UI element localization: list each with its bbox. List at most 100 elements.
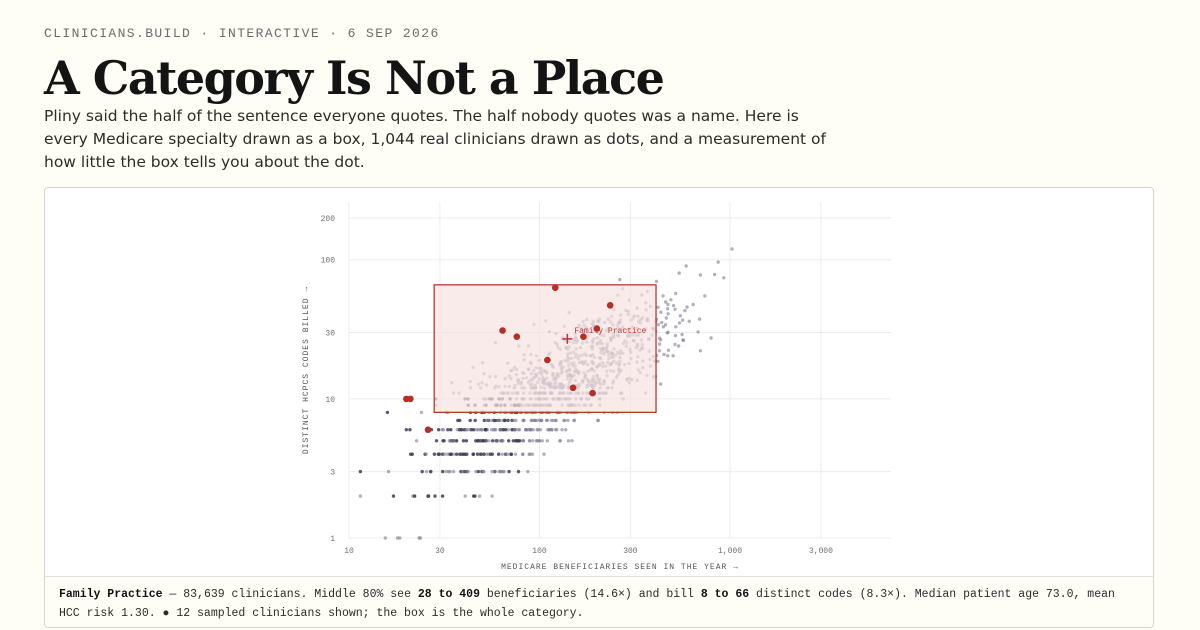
clinician-dot [666,354,670,358]
sampled-clinician-dot[interactable] [513,333,521,340]
clinician-dot [448,452,453,456]
clinician-dot [566,418,570,423]
clinician-dot [417,536,421,540]
sampled-clinician-dot[interactable] [580,333,587,340]
clinician-dot [703,294,707,298]
clinician-dot [383,536,387,540]
clinician-dot [463,494,467,498]
clinician-dot [666,312,670,316]
clinician-dot [426,494,431,498]
sampled-clinician-dot[interactable] [551,284,559,291]
clinician-dot [385,410,390,415]
clinician-dot [500,452,504,456]
clinician-dot [506,418,510,423]
clinician-dot [449,439,453,443]
clinician-dot [521,439,525,443]
clinician-dot [521,452,525,456]
clinician-dot [697,317,702,321]
sampled-clinician-dot[interactable] [499,327,506,334]
clinician-dot [473,418,477,423]
clinician-dot [527,452,531,456]
clinician-dot [534,439,539,443]
clinician-dot [443,452,447,456]
clinician-dot [687,319,691,323]
median-marker [562,333,573,344]
clinician-dot [482,418,486,423]
clinician-dot [507,469,511,474]
clinician-dot [542,452,546,456]
clinician-dot [560,428,564,432]
clinician-dot [596,418,600,423]
sampled-clinician-dot[interactable] [569,384,577,392]
clinician-dot [698,273,703,277]
clinician-dot [492,418,496,423]
clinician-dot [659,320,664,325]
scatter-chart[interactable]: Family Practice 10 30 100 300 1,000 3,000 131… [45,188,1154,576]
clinician-dot [674,291,678,296]
clinician-dot [553,428,558,432]
clinician-dot [656,305,660,309]
clinician-dot [491,428,496,432]
clinician-dot [669,298,673,302]
clinician-dot [408,428,412,432]
clinician-dot [512,418,516,423]
clinician-dot [441,469,445,474]
page-title: A Category Is Not a Place [44,51,665,105]
clinician-dot [683,308,687,313]
sampled-clinician-dot[interactable] [544,356,551,364]
clinician-dot [429,469,433,474]
clinician-dot [424,469,429,474]
clinician-dot [490,494,494,498]
clinician-dot [513,428,517,432]
sampled-clinician-dot[interactable] [407,395,414,403]
clinician-dot [464,439,469,443]
clinician-dot [452,439,456,443]
sampled-clinician-dot[interactable] [606,302,614,309]
clinician-dot [358,469,363,474]
clinician-dot [475,452,480,456]
caption-code-range: 8 to 66 [700,588,750,601]
y-tick-label: 30 [325,329,335,338]
clinician-dot [398,536,402,540]
clinician-dot [490,452,494,456]
clinician-dot [458,452,462,456]
clinician-dot [659,382,663,386]
clinician-dot [521,418,526,423]
clinician-dot [539,418,543,423]
kicker: CLINICIANS.BUILD · INTERACTIVE · 6 SEP 2… [44,26,440,41]
clinician-dot [496,452,501,456]
clinician-dot [461,439,466,443]
clinician-dot [523,428,528,432]
clinician-dot [476,428,480,432]
clinician-dot [419,410,424,415]
lede-paragraph: Pliny said the half of the sentence ever… [44,107,826,171]
clinician-dot [481,439,485,443]
category-box-label: Family Practice [574,327,646,336]
clinician-dot [437,452,441,456]
clinician-dot [671,303,676,308]
category-box[interactable] [433,284,657,414]
clinician-dot [477,494,482,498]
caption-text-2: beneficiaries (14.6×) and bill [480,588,701,601]
clinician-dot [434,439,439,443]
clinician-dot [540,439,544,443]
clinician-dot [528,439,532,443]
clinician-dot [722,276,726,280]
clinician-dot [391,494,396,498]
sampled-clinician-dot[interactable] [593,325,601,332]
clinician-dot [548,428,552,432]
clinician-dot [691,302,695,307]
sampled-clinician-dot[interactable] [589,389,596,397]
clinician-dot [433,494,437,498]
chart-caption: Family Practice — 83,639 clinicians. Mid… [45,576,1153,627]
clinician-dot [657,336,662,340]
clinician-dot [499,469,503,474]
clinician-dot [460,469,465,474]
sampled-clinician-dot[interactable] [424,426,432,434]
y-tick-label: 10 [325,396,335,405]
clinician-dot [476,469,480,474]
clinician-dot [424,452,428,456]
clinician-dot [665,307,670,311]
x-axis-label: MEDICARE BENEFICIARIES SEEN IN THE YEAR … [501,563,739,572]
